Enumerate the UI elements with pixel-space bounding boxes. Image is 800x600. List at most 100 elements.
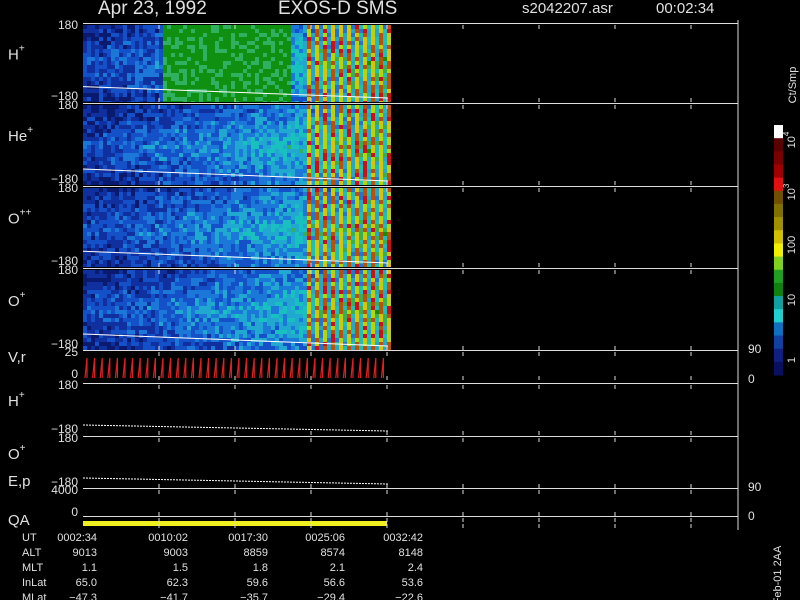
spectrogram-cell [135,232,139,236]
spectrogram-cell [179,69,183,73]
spectrogram-cell [243,220,247,224]
spectrogram-cell [243,244,247,248]
spectrogram-cell [327,33,331,37]
spectrogram-cell [103,318,107,322]
spectrogram-cell [299,125,303,129]
spectrogram-cell [379,29,383,33]
spectrogram-cell [207,73,211,77]
spectrogram-cell [255,117,259,121]
spectrogram-cell [347,161,351,165]
spectrogram-cell [243,228,247,232]
spectrogram-cell [119,29,123,33]
spectrogram-cell [271,161,275,165]
spectrogram-cell [199,204,203,208]
spectrogram-cell [311,149,315,153]
spectrogram-cell [243,153,247,157]
spectrogram-cell [247,93,251,97]
spectrogram-cell [335,45,339,49]
spectrogram-cell [123,248,127,252]
spectrogram-cell [295,181,299,185]
spectrogram-cell [95,314,99,318]
spectrogram-cell [303,25,307,29]
spectrogram-cell [143,200,147,204]
spectrogram-cell [295,157,299,161]
spectrogram-cell [107,81,111,85]
spectrogram-cell [83,169,87,173]
spectrogram-cell [223,212,227,216]
spectrogram-cell [215,105,219,109]
spectrogram-cell [183,192,187,196]
spectrogram-cell [363,121,367,125]
spectrogram-cell [143,41,147,45]
spectrogram-cell [111,298,115,302]
spectrogram-cell [363,228,367,232]
spectrogram-cell [143,77,147,81]
spectrogram-cell [335,113,339,117]
spectrogram-cell [147,188,151,192]
spectrogram-cell [367,264,371,267]
spectrogram-cell [103,200,107,204]
spectrogram-cell [287,149,291,153]
spectrogram-cell [107,252,111,256]
spectrogram-cell [255,69,259,73]
spectrogram-cell [287,228,291,232]
spectrogram-cell [107,322,111,326]
spectrogram-cell [343,25,347,29]
spectrogram-cell [371,33,375,37]
spectrogram-cell [163,165,167,169]
spectrogram-cell [147,248,151,252]
spectrogram-cell [247,240,251,244]
spectrogram-cell [259,117,263,121]
spectrogram-cell [107,145,111,149]
spectrogram-cell [127,220,131,224]
spectrogram-cell [367,73,371,77]
spectrogram-cell [327,208,331,212]
spectrogram-cell [259,220,263,224]
spectrogram-cell [167,240,171,244]
spectrogram-cell [191,161,195,165]
spectrogram-cell [279,149,283,153]
spectrogram-cell [83,192,87,196]
spectrogram-cell [231,117,235,121]
spectrogram-cell [355,256,359,260]
spectrogram-cell [379,236,383,240]
spectrogram-cell [267,196,271,200]
spectrogram-cell [295,192,299,196]
spectrogram-cell [135,318,139,322]
spectrogram-cell [87,169,91,173]
spectrogram-cell [111,224,115,228]
spectrogram-cell [343,113,347,117]
spectrogram-cell [275,149,279,153]
spectrogram-cell [287,109,291,113]
spectrogram-cell [131,248,135,252]
spectrogram-cell [375,101,379,102]
spectrogram-cell [291,244,295,248]
spectrogram-cell [235,169,239,173]
spectrogram-cell [155,196,159,200]
spectrogram-cell [295,77,299,81]
spectrogram-cell [95,274,99,278]
spectrogram-cell [167,145,171,149]
spectrogram-cell [379,224,383,228]
spectrogram-cell [99,314,103,318]
spectrogram-cell [355,65,359,69]
spectrogram-cell [95,49,99,53]
spectrogram-cell [295,252,299,256]
spectrogram-cell [103,161,107,165]
spectrogram-cell [363,192,367,196]
spectrogram-cell [187,141,191,145]
spectrogram-cell [183,256,187,260]
spectrogram-cell [167,169,171,173]
spectrogram-cell [343,117,347,121]
spectrogram-cell [371,49,375,53]
spectrogram-cell [195,77,199,81]
spectrogram-cell [179,165,183,169]
spectrogram-cell [259,73,263,77]
spectrogram-cell [87,330,91,334]
spectrogram-cell [311,188,315,192]
spectrogram-cell [127,41,131,45]
spectrogram-cell [207,173,211,177]
spectrogram-cell [147,73,151,77]
spectrogram-cell [127,85,131,89]
spectrogram-cell [263,232,267,236]
